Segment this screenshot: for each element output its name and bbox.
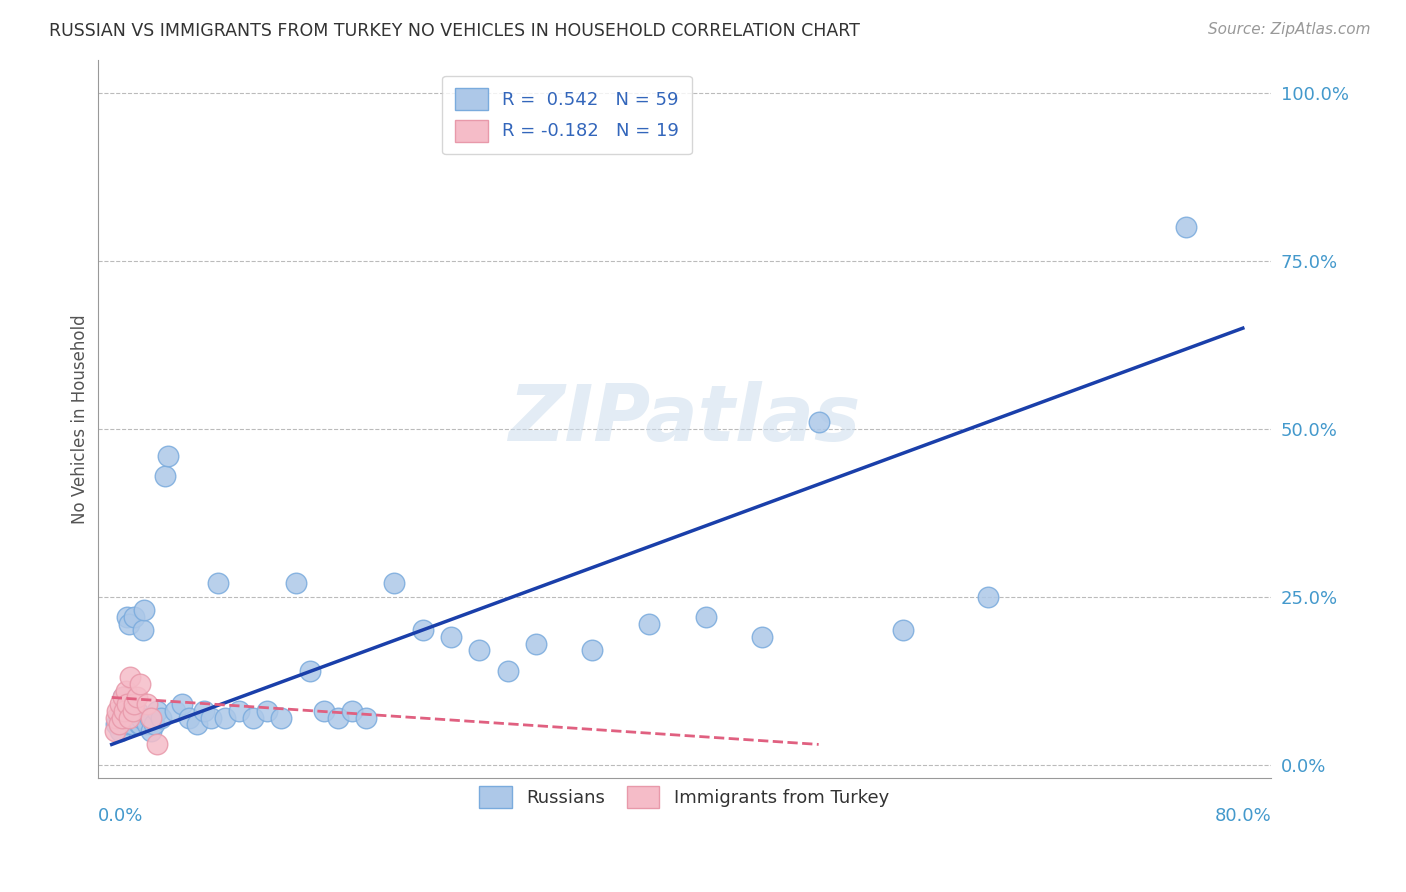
Point	[893, 624, 915, 638]
Point	[105, 704, 128, 718]
Point	[104, 710, 127, 724]
Point	[354, 710, 377, 724]
Point	[127, 690, 149, 705]
Point	[695, 610, 717, 624]
Point	[118, 710, 141, 724]
Point	[136, 717, 159, 731]
Point	[155, 468, 177, 483]
Point	[114, 704, 136, 718]
Point	[121, 717, 143, 731]
Point	[107, 717, 129, 731]
Text: RUSSIAN VS IMMIGRANTS FROM TURKEY NO VEHICLES IN HOUSEHOLD CORRELATION CHART: RUSSIAN VS IMMIGRANTS FROM TURKEY NO VEH…	[49, 22, 860, 40]
Point	[141, 710, 163, 724]
Text: 80.0%: 80.0%	[1215, 806, 1271, 825]
Point	[807, 415, 830, 429]
Point	[118, 616, 141, 631]
Point	[124, 697, 146, 711]
Point	[111, 690, 134, 705]
Point	[132, 624, 155, 638]
Point	[143, 717, 166, 731]
Legend: Russians, Immigrants from Turkey: Russians, Immigrants from Turkey	[468, 775, 900, 819]
Point	[117, 610, 139, 624]
Point	[104, 717, 127, 731]
Point	[524, 637, 547, 651]
Point	[115, 683, 138, 698]
Point	[128, 717, 150, 731]
Point	[638, 616, 661, 631]
Point	[120, 704, 142, 718]
Point	[270, 710, 292, 724]
Point	[312, 704, 335, 718]
Point	[136, 697, 159, 711]
Point	[228, 704, 250, 718]
Point	[134, 603, 156, 617]
Point	[977, 590, 1000, 604]
Point	[298, 664, 321, 678]
Point	[114, 710, 136, 724]
Point	[581, 643, 603, 657]
Point	[751, 630, 773, 644]
Point	[127, 704, 149, 718]
Point	[103, 724, 125, 739]
Point	[200, 710, 222, 724]
Point	[440, 630, 463, 644]
Point	[256, 704, 278, 718]
Point	[146, 704, 169, 718]
Point	[412, 624, 434, 638]
Point	[131, 710, 153, 724]
Point	[111, 690, 134, 705]
Point	[117, 697, 139, 711]
Point	[120, 670, 142, 684]
Point	[107, 710, 129, 724]
Point	[214, 710, 236, 724]
Text: 0.0%: 0.0%	[97, 806, 143, 825]
Point	[157, 449, 180, 463]
Point	[108, 697, 131, 711]
Point	[384, 576, 406, 591]
Point	[110, 704, 132, 718]
Point	[108, 724, 131, 739]
Point	[129, 677, 152, 691]
Y-axis label: No Vehicles in Household: No Vehicles in Household	[72, 314, 89, 524]
Point	[326, 710, 349, 724]
Point	[179, 710, 201, 724]
Point	[146, 738, 169, 752]
Point	[141, 724, 163, 739]
Point	[139, 710, 162, 724]
Point	[122, 704, 145, 718]
Text: ZIPatlas: ZIPatlas	[508, 381, 860, 457]
Point	[468, 643, 491, 657]
Point	[340, 704, 363, 718]
Point	[172, 697, 194, 711]
Point	[115, 717, 138, 731]
Point	[150, 710, 173, 724]
Point	[193, 704, 215, 718]
Point	[122, 710, 145, 724]
Point	[110, 710, 132, 724]
Point	[165, 704, 187, 718]
Point	[496, 664, 519, 678]
Text: Source: ZipAtlas.com: Source: ZipAtlas.com	[1208, 22, 1371, 37]
Point	[207, 576, 229, 591]
Point	[186, 717, 208, 731]
Point	[284, 576, 307, 591]
Point	[129, 717, 152, 731]
Point	[124, 610, 146, 624]
Point	[242, 710, 264, 724]
Point	[1175, 220, 1198, 235]
